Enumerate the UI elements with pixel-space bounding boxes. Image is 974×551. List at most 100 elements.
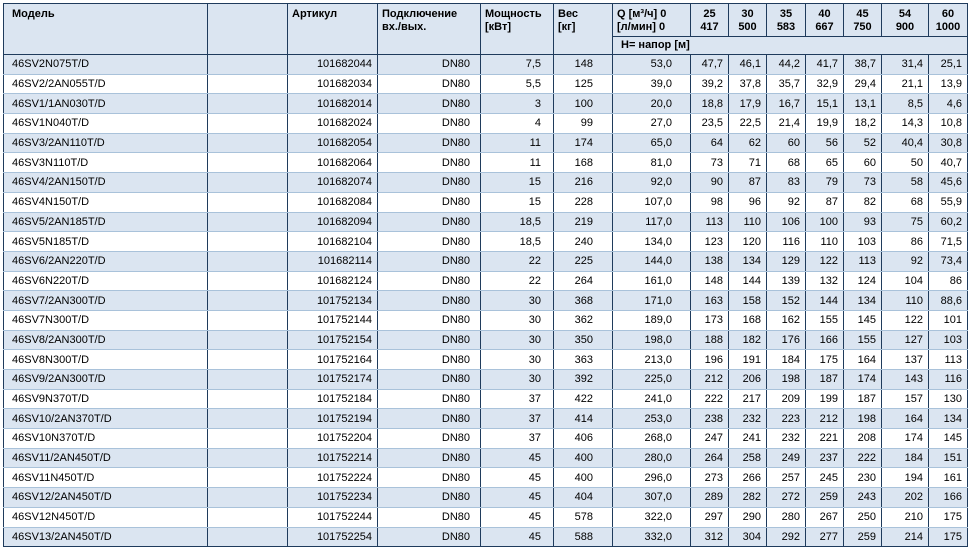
cell-blank [207,192,288,213]
cell-article: 101752174 [287,369,378,390]
cell-head-q0: 332,0 [612,527,691,548]
table-row: 46SV8N300T/D 101752164 DN80 30 363 213,0 196 19… [3,349,968,370]
cell-blank [207,467,288,489]
table-row: 46SV11/2AN450T/D 101752214 DN80 45 400 280,0 2… [3,448,968,469]
cell-head-q35: 152 [766,290,806,311]
cell-head-q0: 92,0 [612,172,691,193]
cell-model: 46SV11/2AN450T/D [3,448,208,469]
cell-head-q0: 107,0 [612,192,691,213]
cell-head-q30: 17,9 [728,93,767,115]
cell-head-q54: 21,1 [881,74,929,95]
cell-head-q0: 134,0 [612,231,691,252]
cell-model: 46SV11N450T/D [3,467,208,489]
cell-head-q60: 161 [928,467,968,489]
cell-head-q25: 123 [690,231,729,252]
cell-head-q60: 113 [928,349,968,370]
cell-article: 101682114 [287,251,378,272]
cell-weight: 392 [553,369,613,390]
table-row: 46SV3N110T/D 101682064 DN80 11 168 81,0 73 71 68… [3,152,968,174]
cell-head-q45: 134 [843,290,882,311]
cell-head-q40: 187 [805,369,844,390]
cell-head-q40: 237 [805,448,844,469]
cell-head-q40: 277 [805,527,844,548]
cell-head-q30: 134 [728,251,767,272]
cell-head-q60: 45,6 [928,172,968,193]
cell-head-q45: 230 [843,467,882,489]
cell-head-q54: 58 [881,172,929,193]
cell-head-q60: 71,5 [928,231,968,252]
cell-head-q25: 47,7 [690,54,729,75]
cell-power: 30 [480,310,554,331]
cell-head-q30: 110 [728,212,767,233]
cell-head-q35: 198 [766,369,806,390]
table-row: 46SV13/2AN450T/D 101752254 DN80 45 588 332,0 3… [3,527,968,548]
cell-head-q54: 122 [881,310,929,331]
cell-head-q54: 214 [881,527,929,548]
cell-blank [207,93,288,115]
cell-head-q54: 31,4 [881,54,929,75]
cell-head-q35: 280 [766,507,806,528]
cell-head-q54: 143 [881,369,929,390]
cell-blank [207,428,288,449]
cell-power: 4 [480,113,554,134]
cell-head-q0: 189,0 [612,310,691,331]
cell-blank [207,133,288,154]
cell-connection: DN80 [377,408,481,430]
cell-head-q60: 30,8 [928,133,968,154]
cell-model: 46SV4N150T/D [3,192,208,213]
cell-power: 7,5 [480,54,554,75]
cell-connection: DN80 [377,133,481,154]
cell-connection: DN80 [377,330,481,351]
cell-head-q35: 83 [766,172,806,193]
cell-connection: DN80 [377,290,481,311]
cell-connection: DN80 [377,487,481,508]
cell-head-q30: 96 [728,192,767,213]
cell-head-q54: 8,5 [881,93,929,115]
cell-head-q30: 282 [728,487,767,508]
cell-head-q30: 217 [728,389,767,410]
cell-head-q45: 250 [843,507,882,528]
cell-blank [207,290,288,311]
cell-article: 101682074 [287,172,378,193]
cell-head-q54: 157 [881,389,929,410]
cell-head-q30: 120 [728,231,767,252]
cell-head-q60: 175 [928,527,968,548]
cell-head-q40: 155 [805,310,844,331]
cell-article: 101682024 [287,113,378,134]
cell-blank [207,487,288,508]
cell-head-q25: 18,8 [690,93,729,115]
flow-m3h-label: 40 [818,8,831,20]
table-row: 46SV10N370T/D 101752204 DN80 37 406 268,0 247 2… [3,428,968,449]
cell-power: 45 [480,487,554,508]
cell-weight: 216 [553,172,613,193]
cell-model: 46SV9/2AN300T/D [3,369,208,390]
cell-head-q40: 41,7 [805,54,844,75]
cell-head-q25: 98 [690,192,729,213]
cell-blank [207,408,288,430]
cell-head-q40: 259 [805,487,844,508]
cell-weight: 362 [553,310,613,331]
table-row: 46SV11N450T/D 101752224 DN80 45 400 296,0 273 2… [3,467,968,489]
cell-head-q45: 187 [843,389,882,410]
cell-head-q35: 184 [766,349,806,370]
cell-head-q0: 225,0 [612,369,691,390]
cell-weight: 240 [553,231,613,252]
cell-head-q0: 144,0 [612,251,691,272]
cell-head-q35: 35,7 [766,74,806,95]
cell-head-q35: 223 [766,408,806,430]
flow-m3h-label: 25 [703,8,716,20]
cell-model: 46SV3N110T/D [3,152,208,174]
table-row: 46SV7N300T/D 101752144 DN80 30 362 189,0 173 16… [3,310,968,331]
cell-weight: 99 [553,113,613,134]
cell-power: 45 [480,467,554,489]
cell-power: 5,5 [480,74,554,95]
cell-power: 18,5 [480,212,554,233]
cell-head-q35: 232 [766,428,806,449]
cell-blank [207,231,288,252]
flow-m3h-label: 45 [856,8,869,20]
cell-head-q60: 60,2 [928,212,968,233]
cell-head-q35: 129 [766,251,806,272]
cell-head-q54: 110 [881,290,929,311]
cell-head-q40: 267 [805,507,844,528]
cell-article: 101682094 [287,212,378,233]
